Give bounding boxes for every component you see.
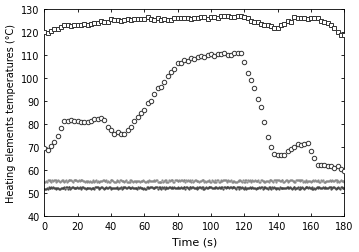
- Y-axis label: Heating elements temperatures (°C): Heating elements temperatures (°C): [5, 24, 15, 202]
- X-axis label: Time (s): Time (s): [172, 237, 217, 246]
